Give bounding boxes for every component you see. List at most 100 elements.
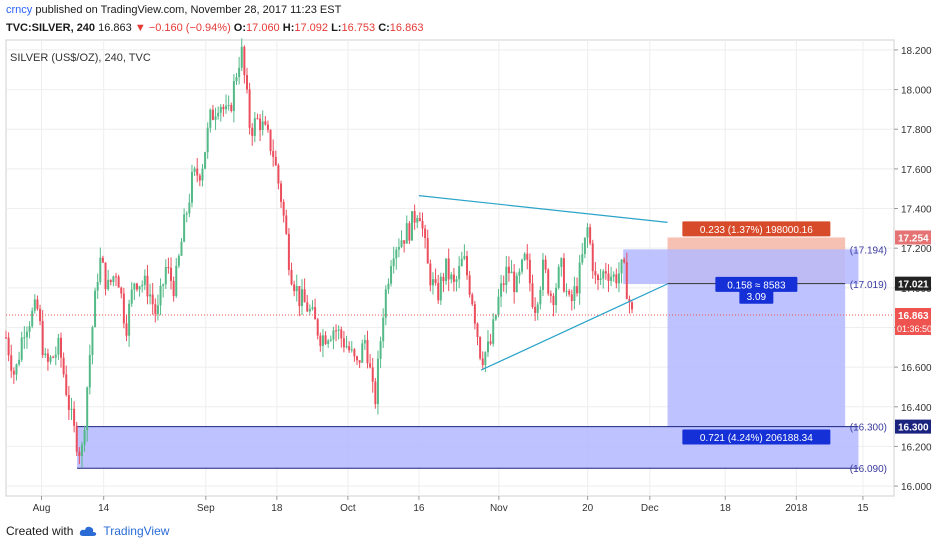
close-label: C:: [378, 22, 390, 34]
candle-body: [75, 425, 78, 452]
position-zone[interactable]: [667, 284, 846, 427]
candle-body: [348, 346, 351, 351]
candle-body: [311, 307, 314, 309]
candle-body: [547, 269, 550, 294]
candle-body: [319, 335, 322, 346]
candle-body: [329, 339, 332, 341]
candle-body: [96, 281, 99, 291]
trendline[interactable]: [418, 195, 668, 223]
candle-body: [306, 302, 309, 312]
candle-body: [245, 75, 248, 90]
candle-body: [303, 289, 306, 303]
candle-body: [418, 218, 421, 222]
candle-body: [366, 340, 369, 364]
candle-body: [248, 89, 251, 128]
candle-body: [426, 238, 429, 264]
candle-body: [489, 341, 492, 344]
candle-body: [350, 349, 353, 351]
candle-body: [431, 279, 434, 286]
candle-body: [500, 283, 503, 297]
price-tag: [895, 230, 931, 245]
trendline[interactable]: [480, 283, 668, 371]
candle-body: [471, 294, 474, 305]
annotation-text: 3.09: [747, 292, 767, 303]
candle-body: [363, 340, 366, 344]
level-label: (16.300): [850, 423, 887, 434]
candle-body: [421, 221, 424, 229]
candle-body: [492, 319, 495, 344]
candle-body: [112, 276, 115, 283]
candle-body: [269, 129, 272, 152]
candle-body: [523, 253, 526, 260]
annotation-text: 0.158 ≈ 8583: [727, 280, 786, 291]
candle-body: [240, 46, 243, 68]
candle-body: [612, 274, 615, 277]
high-value: 17.092: [294, 22, 329, 34]
time-axis[interactable]: Aug 14 Sep 18 Oct 16 Nov 20 Dec 18 2018 15: [33, 496, 869, 514]
candle-body: [25, 331, 28, 338]
y-tick-label: 17.200: [901, 244, 932, 255]
candle-body: [23, 337, 26, 339]
candle-body: [83, 429, 86, 445]
author-link[interactable]: crncy: [6, 4, 33, 16]
candle-body: [316, 319, 319, 336]
candle-body: [261, 121, 264, 131]
trendlines[interactable]: [418, 195, 668, 371]
price-axis[interactable]: 16.00016.20016.40016.60016.80017.00017.2…: [894, 46, 932, 493]
candle-body: [384, 289, 387, 318]
candle-body: [185, 213, 188, 215]
tradingview-brand[interactable]: TradingView: [103, 524, 170, 538]
candle-body: [280, 183, 283, 202]
candle-body: [513, 271, 516, 293]
price-change: −0.160 (−0.94%): [148, 22, 231, 34]
candle-body: [555, 287, 558, 306]
candle-body: [599, 278, 602, 280]
candles: [5, 38, 894, 468]
candle-body: [5, 337, 7, 339]
candle-body: [340, 329, 343, 339]
candle-body: [120, 287, 123, 294]
candle-body: [52, 356, 55, 358]
annotation-text: 0.721 (4.24%) 206188.34: [700, 433, 813, 444]
candle-body: [356, 356, 359, 361]
candle-body: [623, 259, 626, 263]
candle-body: [44, 353, 47, 356]
candle-body: [287, 233, 290, 271]
candle-body: [455, 279, 458, 282]
ohlc-bar: TVC:SILVER, 240 16.863 ▼ −0.160 (−0.94%)…: [6, 22, 423, 34]
candle-body: [353, 349, 356, 357]
candle-body: [36, 299, 39, 309]
candle-body: [204, 152, 207, 169]
candle-body: [151, 294, 154, 305]
candle-body: [243, 46, 246, 76]
candle-body: [282, 201, 285, 216]
candle-body: [290, 270, 293, 285]
candle-body: [594, 271, 597, 276]
annotation-box: [715, 276, 798, 292]
candle-body: [586, 227, 589, 238]
candle-body: [570, 294, 573, 302]
x-tick-label: Aug: [33, 503, 51, 514]
candle-body: [125, 323, 128, 336]
candle-body: [528, 259, 531, 284]
candle-body: [78, 451, 81, 456]
candle-body: [190, 171, 193, 203]
level-label: (16.090): [850, 464, 887, 475]
x-tick-label: 18: [271, 503, 283, 514]
candle-body: [578, 262, 581, 294]
candle-body: [382, 317, 385, 342]
candle-body: [494, 314, 497, 320]
candle-body: [209, 109, 212, 128]
price-tag-label: 17.021: [898, 280, 929, 291]
candle-body: [159, 285, 162, 306]
candle-body: [397, 246, 400, 250]
footer: Created with TradingView: [6, 524, 169, 538]
candle-body: [180, 241, 183, 256]
candle-body: [534, 306, 537, 313]
candle-body: [473, 304, 476, 324]
candle-body: [67, 395, 70, 410]
candle-body: [196, 168, 199, 176]
candle-body: [70, 408, 73, 410]
candle-body: [80, 444, 83, 456]
